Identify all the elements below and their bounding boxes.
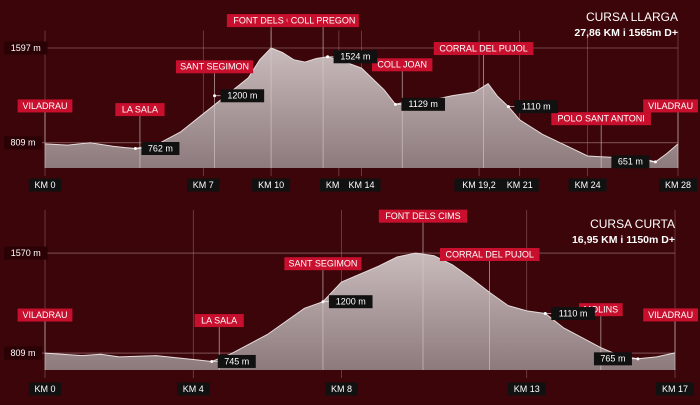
y-tick-label-box <box>4 346 42 360</box>
x-tick-label: KM 24 <box>575 180 601 190</box>
x-tick-label-box <box>28 178 62 192</box>
x-tick-label-box <box>187 178 220 192</box>
x-tick-label-box <box>656 382 694 396</box>
place-label: COLL JOAN <box>377 60 427 70</box>
x-tick-label: KM 4 <box>183 384 204 394</box>
chart-title: CURSA LLARGA <box>586 10 678 24</box>
place-label-box <box>371 58 433 72</box>
elevation-label-box <box>328 295 373 309</box>
place-label-box <box>378 209 468 223</box>
place-label: FONT DELS CIMS <box>233 15 308 25</box>
place-label: MOLINS <box>584 305 619 315</box>
elevation-label-box <box>401 97 446 111</box>
place-label: POLO SANT ANTONI <box>558 114 645 124</box>
elevation-label: 762 m <box>148 143 173 153</box>
place-label-box <box>17 308 73 322</box>
place-label-box <box>115 103 165 117</box>
y-tick-label: 809 m <box>10 138 35 148</box>
x-tick-label-box <box>659 178 697 192</box>
x-tick-label: KM 28 <box>665 180 691 190</box>
x-tick-label-box <box>28 382 62 396</box>
elevation-label-box <box>141 142 180 156</box>
chart-subtitle: 16,95 KM i 1150m D+ <box>572 234 675 246</box>
elevation-label: 1200 m <box>227 91 257 101</box>
elevation-label-box <box>333 50 378 64</box>
elevation-label: 1110 m <box>522 101 551 111</box>
x-tick-label: KM 0 <box>34 384 55 394</box>
elevation-label: 1524 m <box>340 52 370 62</box>
elevation-label-box <box>217 354 256 368</box>
elevation-area <box>45 253 675 370</box>
place-label-box <box>439 248 540 261</box>
chart-subtitle: 27,86 KM i 1565m D+ <box>574 27 678 39</box>
elevation-line <box>44 47 679 163</box>
x-tick-label-box <box>325 382 358 396</box>
place-label-box <box>433 42 534 56</box>
place-label: VILADRAU <box>648 310 693 320</box>
place-label: CORRAL DEL PUJOL <box>439 43 527 53</box>
x-tick-label: KM 13 <box>326 180 352 190</box>
place-label-box <box>17 99 73 113</box>
y-tick-label: 809 m <box>10 348 35 358</box>
place-label: VILADRAU <box>648 101 693 111</box>
x-tick-label: KM 21 <box>507 180 533 190</box>
x-tick-label: KM 17 <box>662 384 688 394</box>
place-label-box <box>287 14 359 28</box>
elevation-label: 1110 m <box>559 308 588 318</box>
place-label-box <box>643 99 698 113</box>
place-label-box <box>194 314 244 328</box>
elevation-label-box <box>220 89 265 103</box>
place-label: LA SALA <box>201 315 237 325</box>
x-tick-label-box <box>568 178 607 192</box>
y-tick-label-box <box>4 136 42 150</box>
x-tick-label-box <box>177 382 210 396</box>
elevation-area <box>45 48 678 168</box>
x-tick-label: KM 13 <box>514 384 540 394</box>
x-tick-label-box <box>252 178 291 192</box>
y-tick-label-box <box>4 41 48 55</box>
elevation-label: 1129 m <box>409 99 438 109</box>
x-tick-label-box <box>507 382 546 396</box>
elevation-label-box <box>593 352 632 366</box>
place-label: LA SALA <box>122 104 158 114</box>
x-tick-label: KM 19,2 <box>462 180 496 190</box>
place-label-box <box>284 257 362 271</box>
place-label: CORRAL DEL PUJOL <box>446 249 534 259</box>
place-label: FONT DELS CIMS <box>385 211 460 221</box>
x-tick-label: KM 7 <box>193 180 214 190</box>
elevation-label-box <box>514 100 559 114</box>
elevation-line <box>44 252 676 363</box>
elevation-label-box <box>551 307 595 321</box>
x-tick-label-box <box>454 178 504 192</box>
y-tick-label-box <box>4 246 48 260</box>
place-label-box <box>175 60 254 74</box>
place-label: COLL PREGON <box>291 15 356 25</box>
elevation-label: 651 m <box>618 157 643 167</box>
elevation-label: 745 m <box>224 356 249 366</box>
place-label: SANT SEGIMON <box>289 259 358 269</box>
place-label: SANT SEGIMON <box>180 62 249 72</box>
y-tick-label: 1597 m <box>11 43 41 53</box>
elevation-label-box <box>611 155 650 169</box>
place-label: VILADRAU <box>22 101 67 111</box>
y-tick-label: 1570 m <box>11 248 41 258</box>
elevation-label: 765 m <box>600 354 625 364</box>
place-label: VILADRAU <box>22 310 67 320</box>
x-tick-label-box <box>500 178 539 192</box>
x-tick-label: KM 8 <box>331 384 352 394</box>
elevation-label: 1200 m <box>336 297 366 307</box>
chart-title: CURSA CURTA <box>590 217 675 231</box>
place-label-box <box>643 308 698 322</box>
x-tick-label-box <box>342 178 381 192</box>
x-tick-label: KM 10 <box>258 180 284 190</box>
x-tick-label: KM 14 <box>348 180 374 190</box>
place-label-box <box>551 112 651 126</box>
x-tick-label: KM 0 <box>34 180 55 190</box>
